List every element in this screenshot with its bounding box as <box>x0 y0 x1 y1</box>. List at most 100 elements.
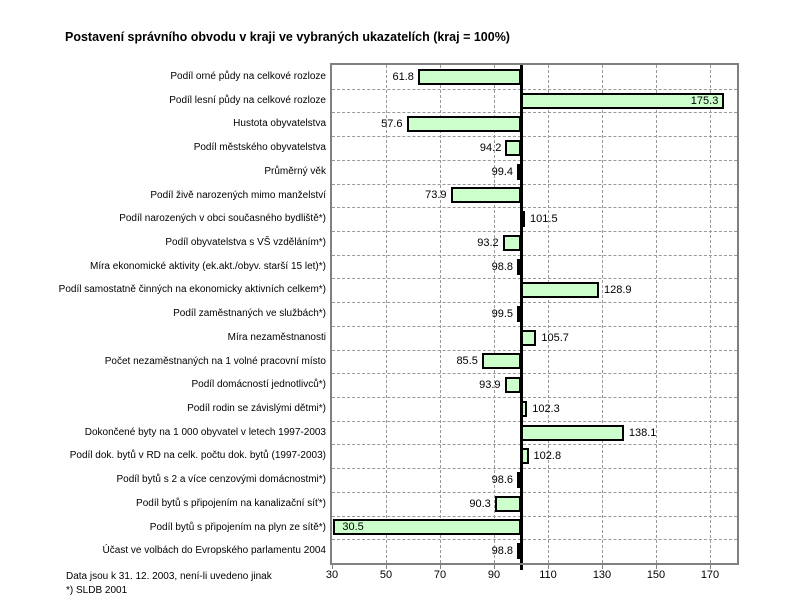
horizontal-gridline <box>332 373 737 375</box>
bar <box>450 187 521 204</box>
horizontal-gridline <box>332 112 737 114</box>
category-label: Průměrný věk <box>264 165 326 177</box>
baseline-tick-mark <box>520 565 523 570</box>
bar <box>481 353 521 370</box>
bar <box>406 116 521 133</box>
category-label: Podíl narozených v obci současného bydli… <box>119 213 326 225</box>
horizontal-gridline <box>332 278 737 280</box>
horizontal-gridline <box>332 420 737 422</box>
vertical-gridline <box>548 65 549 563</box>
bar <box>521 92 725 109</box>
bar-value-label: 99.4 <box>491 165 513 178</box>
bar-value-label: 94.2 <box>479 142 502 154</box>
x-tick-mark <box>656 565 657 569</box>
footnote: Data jsou k 31. 12. 2003, není-li uveden… <box>66 570 272 598</box>
category-label: Podíl lesní půdy na celkové rozloze <box>169 94 326 106</box>
footnote-line-2: *) SLDB 2001 <box>66 585 128 596</box>
bar-value-label: 93.2 <box>477 236 499 249</box>
category-label: Podíl bytů s připojením na plyn ze sítě*… <box>149 521 326 533</box>
horizontal-gridline <box>332 397 737 398</box>
horizontal-gridline <box>332 325 737 327</box>
horizontal-gridline <box>332 88 737 90</box>
x-tick-mark <box>710 565 711 569</box>
bar <box>517 306 521 322</box>
horizontal-gridline <box>332 207 737 209</box>
horizontal-gridline <box>332 444 737 446</box>
bar-value-label: 98.8 <box>491 545 513 558</box>
x-tick-label: 50 <box>379 569 393 581</box>
baseline-100-line <box>520 65 523 563</box>
x-tick-mark <box>386 565 387 569</box>
bar-value-label: 102.8 <box>533 450 562 463</box>
x-tick-mark <box>440 565 441 569</box>
x-tick-label: 90 <box>487 569 501 581</box>
x-tick-mark <box>332 565 333 569</box>
bar <box>505 140 521 156</box>
bar-value-label: 85.5 <box>456 355 478 368</box>
bar <box>504 377 521 394</box>
horizontal-gridline <box>332 183 737 185</box>
category-label: Míra nezaměstnanosti <box>227 331 326 343</box>
x-tick-label: 110 <box>539 569 557 581</box>
bar-value-label: 61.8 <box>392 70 414 83</box>
x-tick-mark <box>494 565 495 569</box>
bar-value-label: 73.9 <box>425 189 447 202</box>
x-tick-mark <box>548 565 549 569</box>
vertical-gridline <box>494 65 495 563</box>
category-label: Míra ekonomické aktivity (ek.akt./obyv. … <box>89 260 326 272</box>
horizontal-gridline <box>332 302 737 304</box>
bar-value-label: 128.9 <box>604 284 632 297</box>
bar <box>417 68 521 85</box>
category-label: Podíl zaměstnaných ve službách*) <box>173 308 326 320</box>
footnote-line-1: Data jsou k 31. 12. 2003, není-li uveden… <box>66 571 272 582</box>
vertical-gridline <box>440 65 441 563</box>
bar-value-label: 99.5 <box>491 308 513 320</box>
bar-value-label: 138.1 <box>628 426 657 439</box>
horizontal-gridline <box>332 468 737 470</box>
bar <box>517 163 521 180</box>
x-tick-label: 130 <box>592 569 612 581</box>
bar-value-label: 93.9 <box>479 379 501 392</box>
x-tick-mark <box>602 565 603 569</box>
horizontal-gridline <box>332 539 737 541</box>
bar <box>333 519 521 536</box>
category-label: Podíl rodin se závislými dětmi*) <box>187 403 326 414</box>
horizontal-gridline <box>332 515 737 517</box>
bar <box>521 211 526 228</box>
horizontal-gridline <box>332 491 737 493</box>
category-label: Podíl městského obyvatelstva <box>193 142 326 154</box>
category-label: Hustota obyvatelstva <box>233 118 326 130</box>
bar <box>517 472 521 488</box>
bar-value-label: 101.5 <box>530 213 558 226</box>
category-label: Účast ve volbách do Evropského parlament… <box>102 545 326 557</box>
bar <box>517 543 521 560</box>
x-tick-label: 30 <box>325 569 339 581</box>
category-label: Počet nezaměstnaných na 1 volné pracovní… <box>104 355 326 367</box>
vertical-gridline <box>710 65 711 563</box>
vertical-gridline <box>656 65 657 563</box>
category-label: Podíl živě narozených mimo manželství <box>150 189 326 201</box>
x-tick-label: 70 <box>433 569 447 581</box>
category-label: Podíl orné půdy na celkové rozloze <box>170 71 326 82</box>
category-label: Podíl dok. bytů v RD na celk. počtu dok.… <box>69 450 326 462</box>
category-label: Podíl domácností jednotlivců*) <box>191 379 326 391</box>
bar-value-label: 57.6 <box>381 118 403 131</box>
bar <box>494 495 521 512</box>
horizontal-gridline <box>332 136 737 138</box>
vertical-gridline <box>386 65 387 563</box>
category-label: Dokončené byty na 1 000 obyvatel v letec… <box>84 426 326 438</box>
bar <box>502 234 521 251</box>
horizontal-gridline <box>332 254 737 256</box>
bar-value-label: 102.3 <box>532 402 560 415</box>
bar <box>521 424 624 441</box>
bar-value-label: 30.5 <box>342 521 364 534</box>
x-tick-label: 170 <box>700 569 720 581</box>
bar <box>521 400 528 417</box>
bar <box>517 258 521 275</box>
plot-area: 61.8 175.3 57.6 94.2 99.4 73.9 101.5 93.2 98.8 12… <box>330 63 739 565</box>
bar-value-label: 90.3 <box>469 497 491 510</box>
bar-value-label: 105.7 <box>541 331 569 344</box>
category-label: Podíl obyvatelstva s VŠ vzděláním*) <box>165 237 326 248</box>
bar-value-label: 98.8 <box>491 260 513 273</box>
